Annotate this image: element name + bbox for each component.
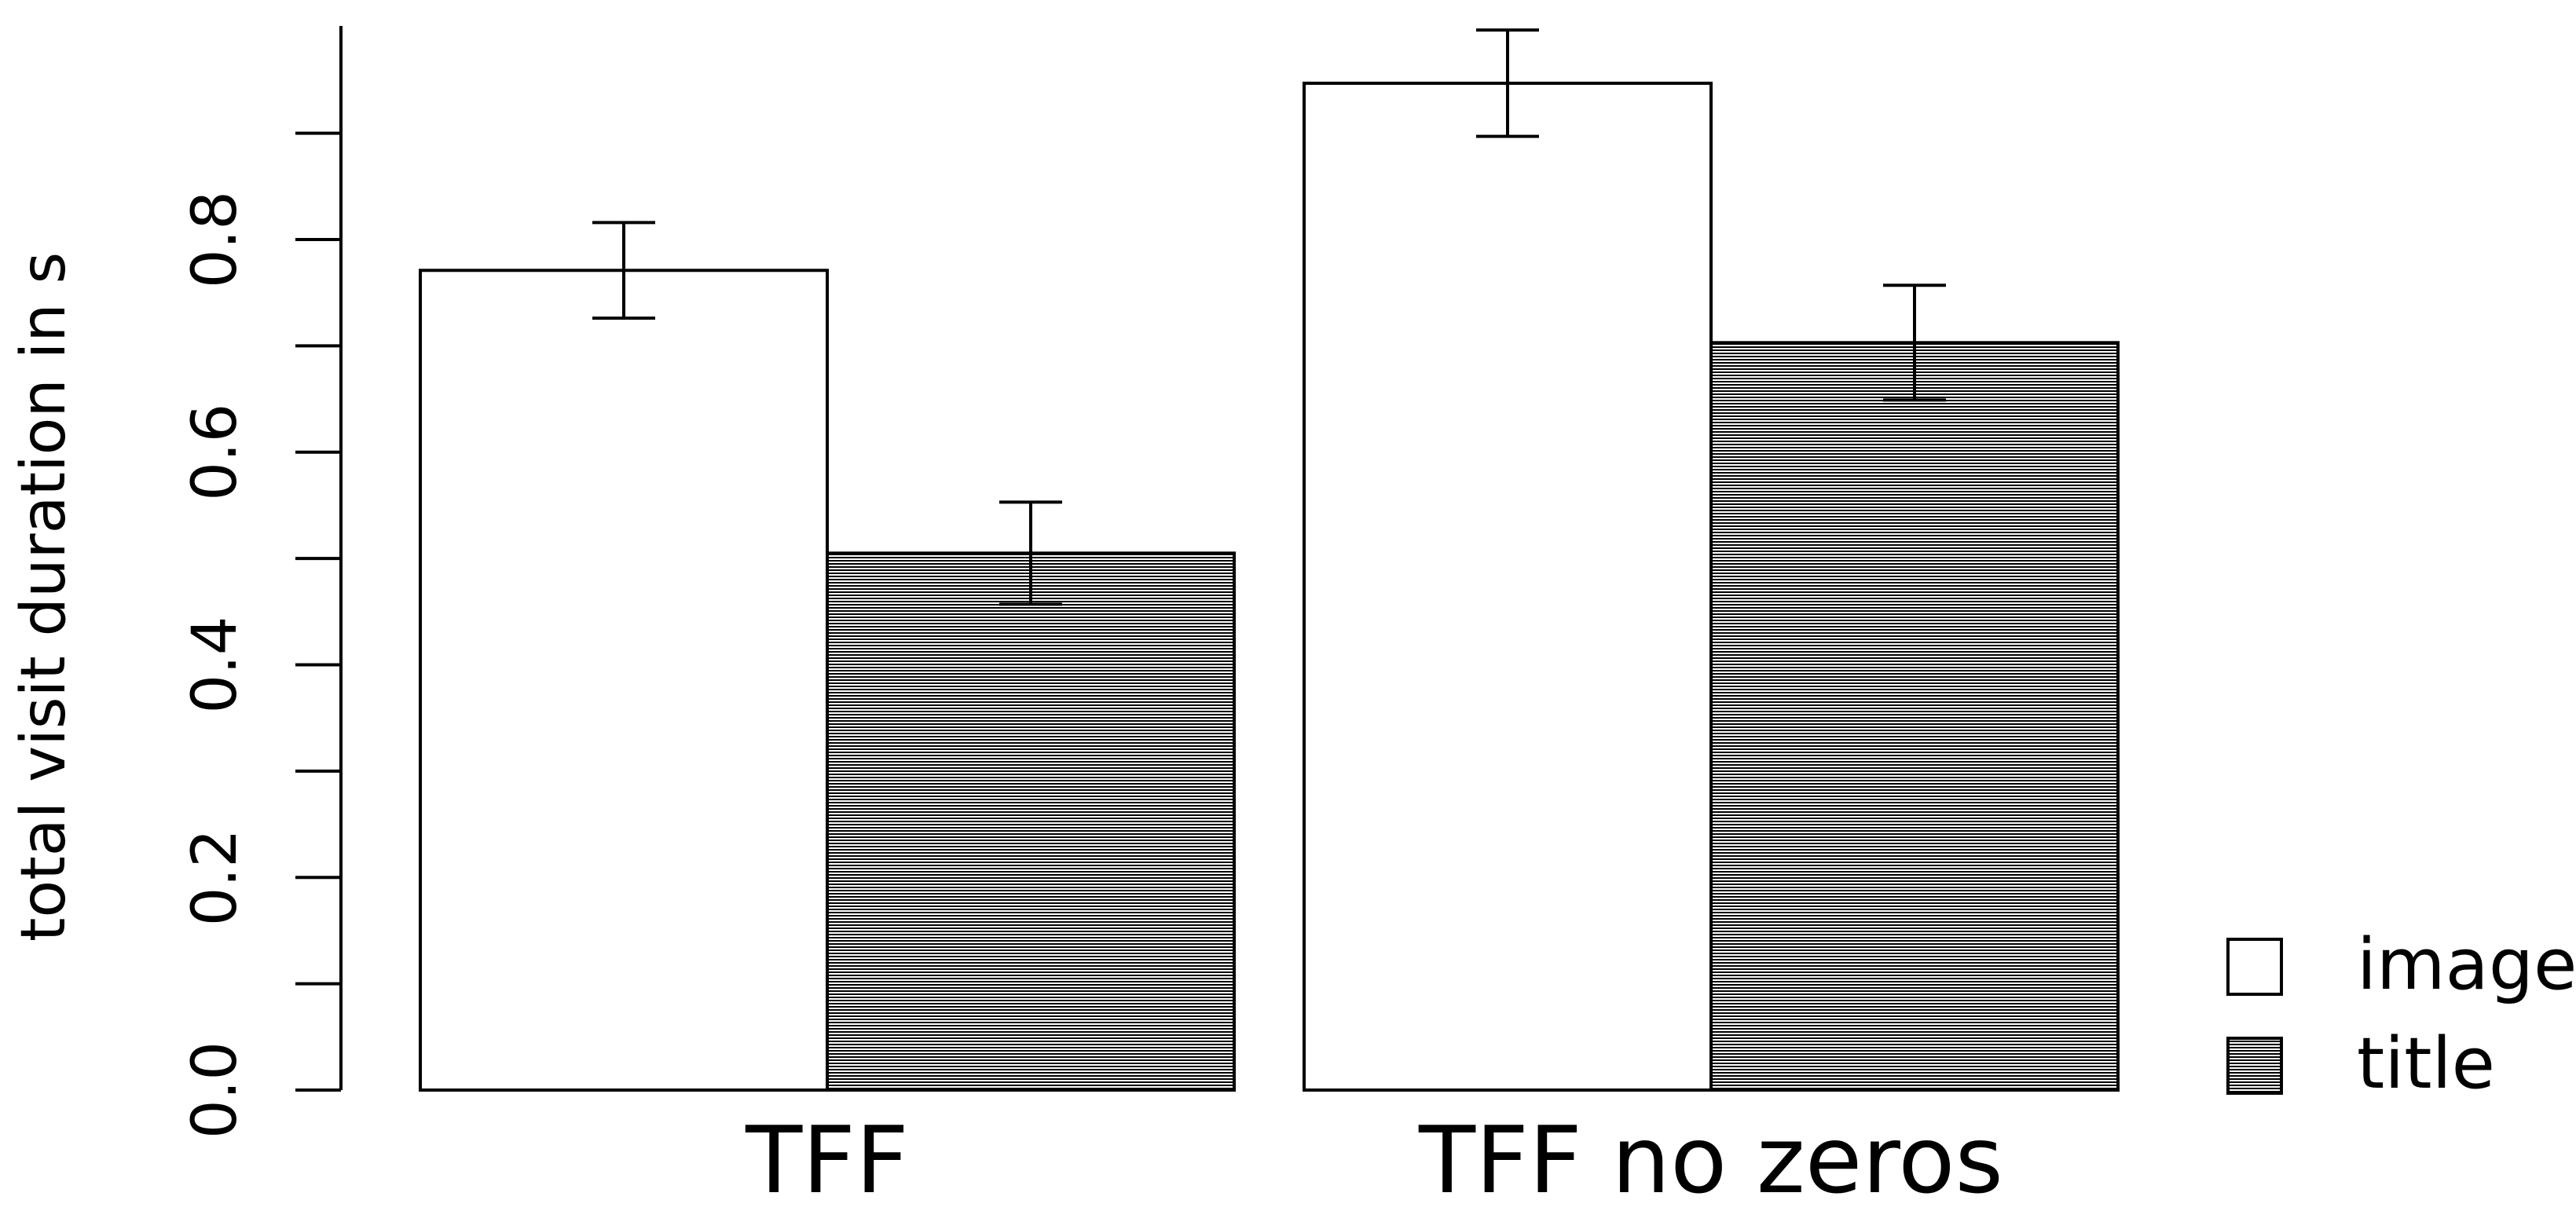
bar-image-tff [419,269,829,1092]
legend: image title [2226,924,2576,1105]
y-tick-label: 0.0 [180,1041,251,1139]
y-axis: 0.0 0.2 0.4 0.6 0.8 [180,26,343,1139]
category-labels: TFF TFF no zeros [745,1106,2003,1214]
error-bars [592,28,1946,606]
bar-title-tff-no-zeros [1709,341,2120,1092]
y-tick-label: 0.8 [180,191,251,288]
y-axis-label: total visit duration in s [9,252,79,942]
legend-label-title: title [2357,1023,2495,1105]
category-label: TFF [745,1106,909,1214]
legend-swatch-image [2226,938,2283,996]
legend-label-image: image [2357,924,2576,1006]
y-tick-label: 0.6 [180,404,251,501]
y-tick-label: 0.4 [180,616,251,713]
bars [419,81,2120,1092]
bar-title-tff [826,551,1236,1092]
bar-image-tff-no-zeros [1303,81,1713,1092]
category-label: TFF no zeros [1418,1106,2003,1214]
y-tick-label: 0.2 [180,829,251,926]
legend-swatch-title [2226,1037,2283,1095]
